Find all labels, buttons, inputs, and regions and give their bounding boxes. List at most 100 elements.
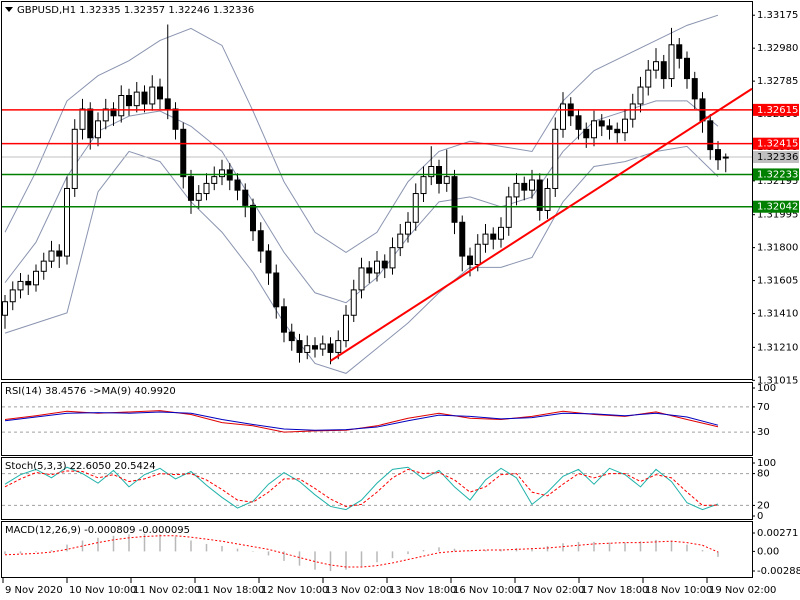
candle-body [157, 86, 163, 100]
candle-body [242, 189, 249, 206]
candle-body [490, 233, 497, 240]
y-tick-label: 30 [757, 427, 770, 438]
signal-line [4, 535, 719, 568]
candle-body [33, 270, 39, 286]
candle-body [374, 260, 380, 274]
candle-body [412, 193, 419, 223]
histogram-bar [360, 551, 363, 567]
x-tick-label: 9 Nov 2020 [5, 585, 63, 596]
series-readout: 20.5424 [114, 461, 155, 472]
candle-body [722, 156, 729, 159]
candle-body [71, 128, 78, 189]
histogram-bar [422, 550, 425, 552]
candle-body [443, 176, 450, 184]
x-tick-label: 10 Nov 10:00 [69, 585, 136, 596]
candle-body [513, 182, 520, 198]
histogram-bar [438, 547, 440, 552]
y-tick-label: 1.31410 [757, 309, 798, 320]
candle-body [141, 91, 148, 105]
y-tick-label: 100 [757, 458, 776, 469]
price-box [753, 137, 799, 150]
candle-body [149, 86, 156, 105]
series-name: ->MA(9) [90, 386, 132, 397]
candle-body [389, 247, 396, 269]
histogram-bar [174, 536, 177, 552]
histogram-bar [329, 551, 332, 572]
y-tick-label: 0.00 [757, 546, 779, 557]
candle-body [498, 226, 504, 240]
y-tick-label: 70 [757, 402, 770, 413]
high-readout: 1.32357 [124, 5, 165, 16]
price-box-label: 1.32415 [757, 139, 798, 150]
candle-body [180, 128, 187, 178]
candle-body [25, 280, 32, 286]
candle-body [265, 250, 272, 274]
histogram-bar [4, 551, 6, 555]
candle-body [536, 179, 543, 211]
price-box-label: 1.32336 [757, 152, 798, 163]
candle-body [350, 289, 357, 316]
candle-body [591, 120, 597, 139]
x-tick-label: 11 Nov 02:00 [133, 585, 200, 596]
histogram-bar [159, 534, 161, 552]
candle-body [428, 165, 435, 178]
histogram-bar [190, 540, 192, 552]
histogram-bar [562, 543, 564, 552]
candle-body [327, 343, 334, 353]
candle-body [691, 78, 698, 100]
x-tick-label: 19 Nov 02:00 [709, 585, 776, 596]
histogram-bar [717, 551, 719, 557]
candle-body [521, 182, 528, 191]
candle-body [622, 118, 628, 134]
candle-body [505, 196, 512, 228]
histogram-bar [267, 551, 270, 556]
histogram-bar [112, 535, 115, 552]
candle-body [645, 69, 652, 88]
histogram-bar [298, 551, 301, 566]
series-readout: -0.000809 [84, 525, 135, 536]
candle-body [281, 306, 287, 333]
candle-body [684, 57, 690, 80]
candle-body [296, 340, 303, 353]
indicator-title: MACD(12,26,9) [5, 525, 81, 536]
open-readout: 1.32335 [79, 5, 120, 16]
histogram-bar [608, 542, 611, 552]
indicator-header: MACD(12,26,9) -0.000809 -0.000095 [5, 525, 190, 536]
indicator-line [4, 466, 719, 511]
x-tick-label: 18 Nov 10:00 [645, 585, 712, 596]
y-tick-label: 20 [757, 500, 770, 511]
candle-body [668, 44, 675, 80]
close-readout: 1.32336 [213, 5, 254, 16]
candle-body [474, 243, 481, 266]
candle-body [451, 176, 458, 223]
candle-body [560, 103, 566, 130]
candle-body [707, 120, 714, 151]
histogram-bar [655, 539, 657, 552]
histogram-bar [686, 544, 688, 552]
candle-body [2, 301, 8, 316]
rsi-panel-frame [1, 382, 753, 456]
candle-body [133, 91, 140, 107]
candle-body [459, 221, 466, 257]
candle-body [40, 260, 47, 272]
histogram-bar [97, 537, 99, 552]
histogram-bar [546, 545, 549, 552]
price-box-label: 1.32233 [757, 169, 798, 180]
y-tick-label: 1.31800 [757, 243, 798, 254]
candle-body [288, 331, 295, 342]
indicator-line [4, 468, 719, 507]
candle-body [56, 250, 63, 257]
x-tick-label: 17 Nov 18:00 [581, 585, 648, 596]
band-lower [4, 145, 719, 374]
price-box [753, 103, 799, 116]
price-box-label: 1.32042 [757, 202, 798, 213]
candle-body [203, 182, 210, 195]
y-tick-label: 1.31015 [757, 375, 798, 386]
symbol: GBPUSD,H1 [17, 5, 76, 16]
candle-body [544, 187, 551, 211]
y-tick-label: 1.33175 [757, 10, 798, 21]
histogram-bar [593, 541, 595, 552]
candle-body [79, 108, 86, 130]
indicator-header: Stoch(5,3,3) 22.6050 20.5424 [5, 461, 156, 472]
